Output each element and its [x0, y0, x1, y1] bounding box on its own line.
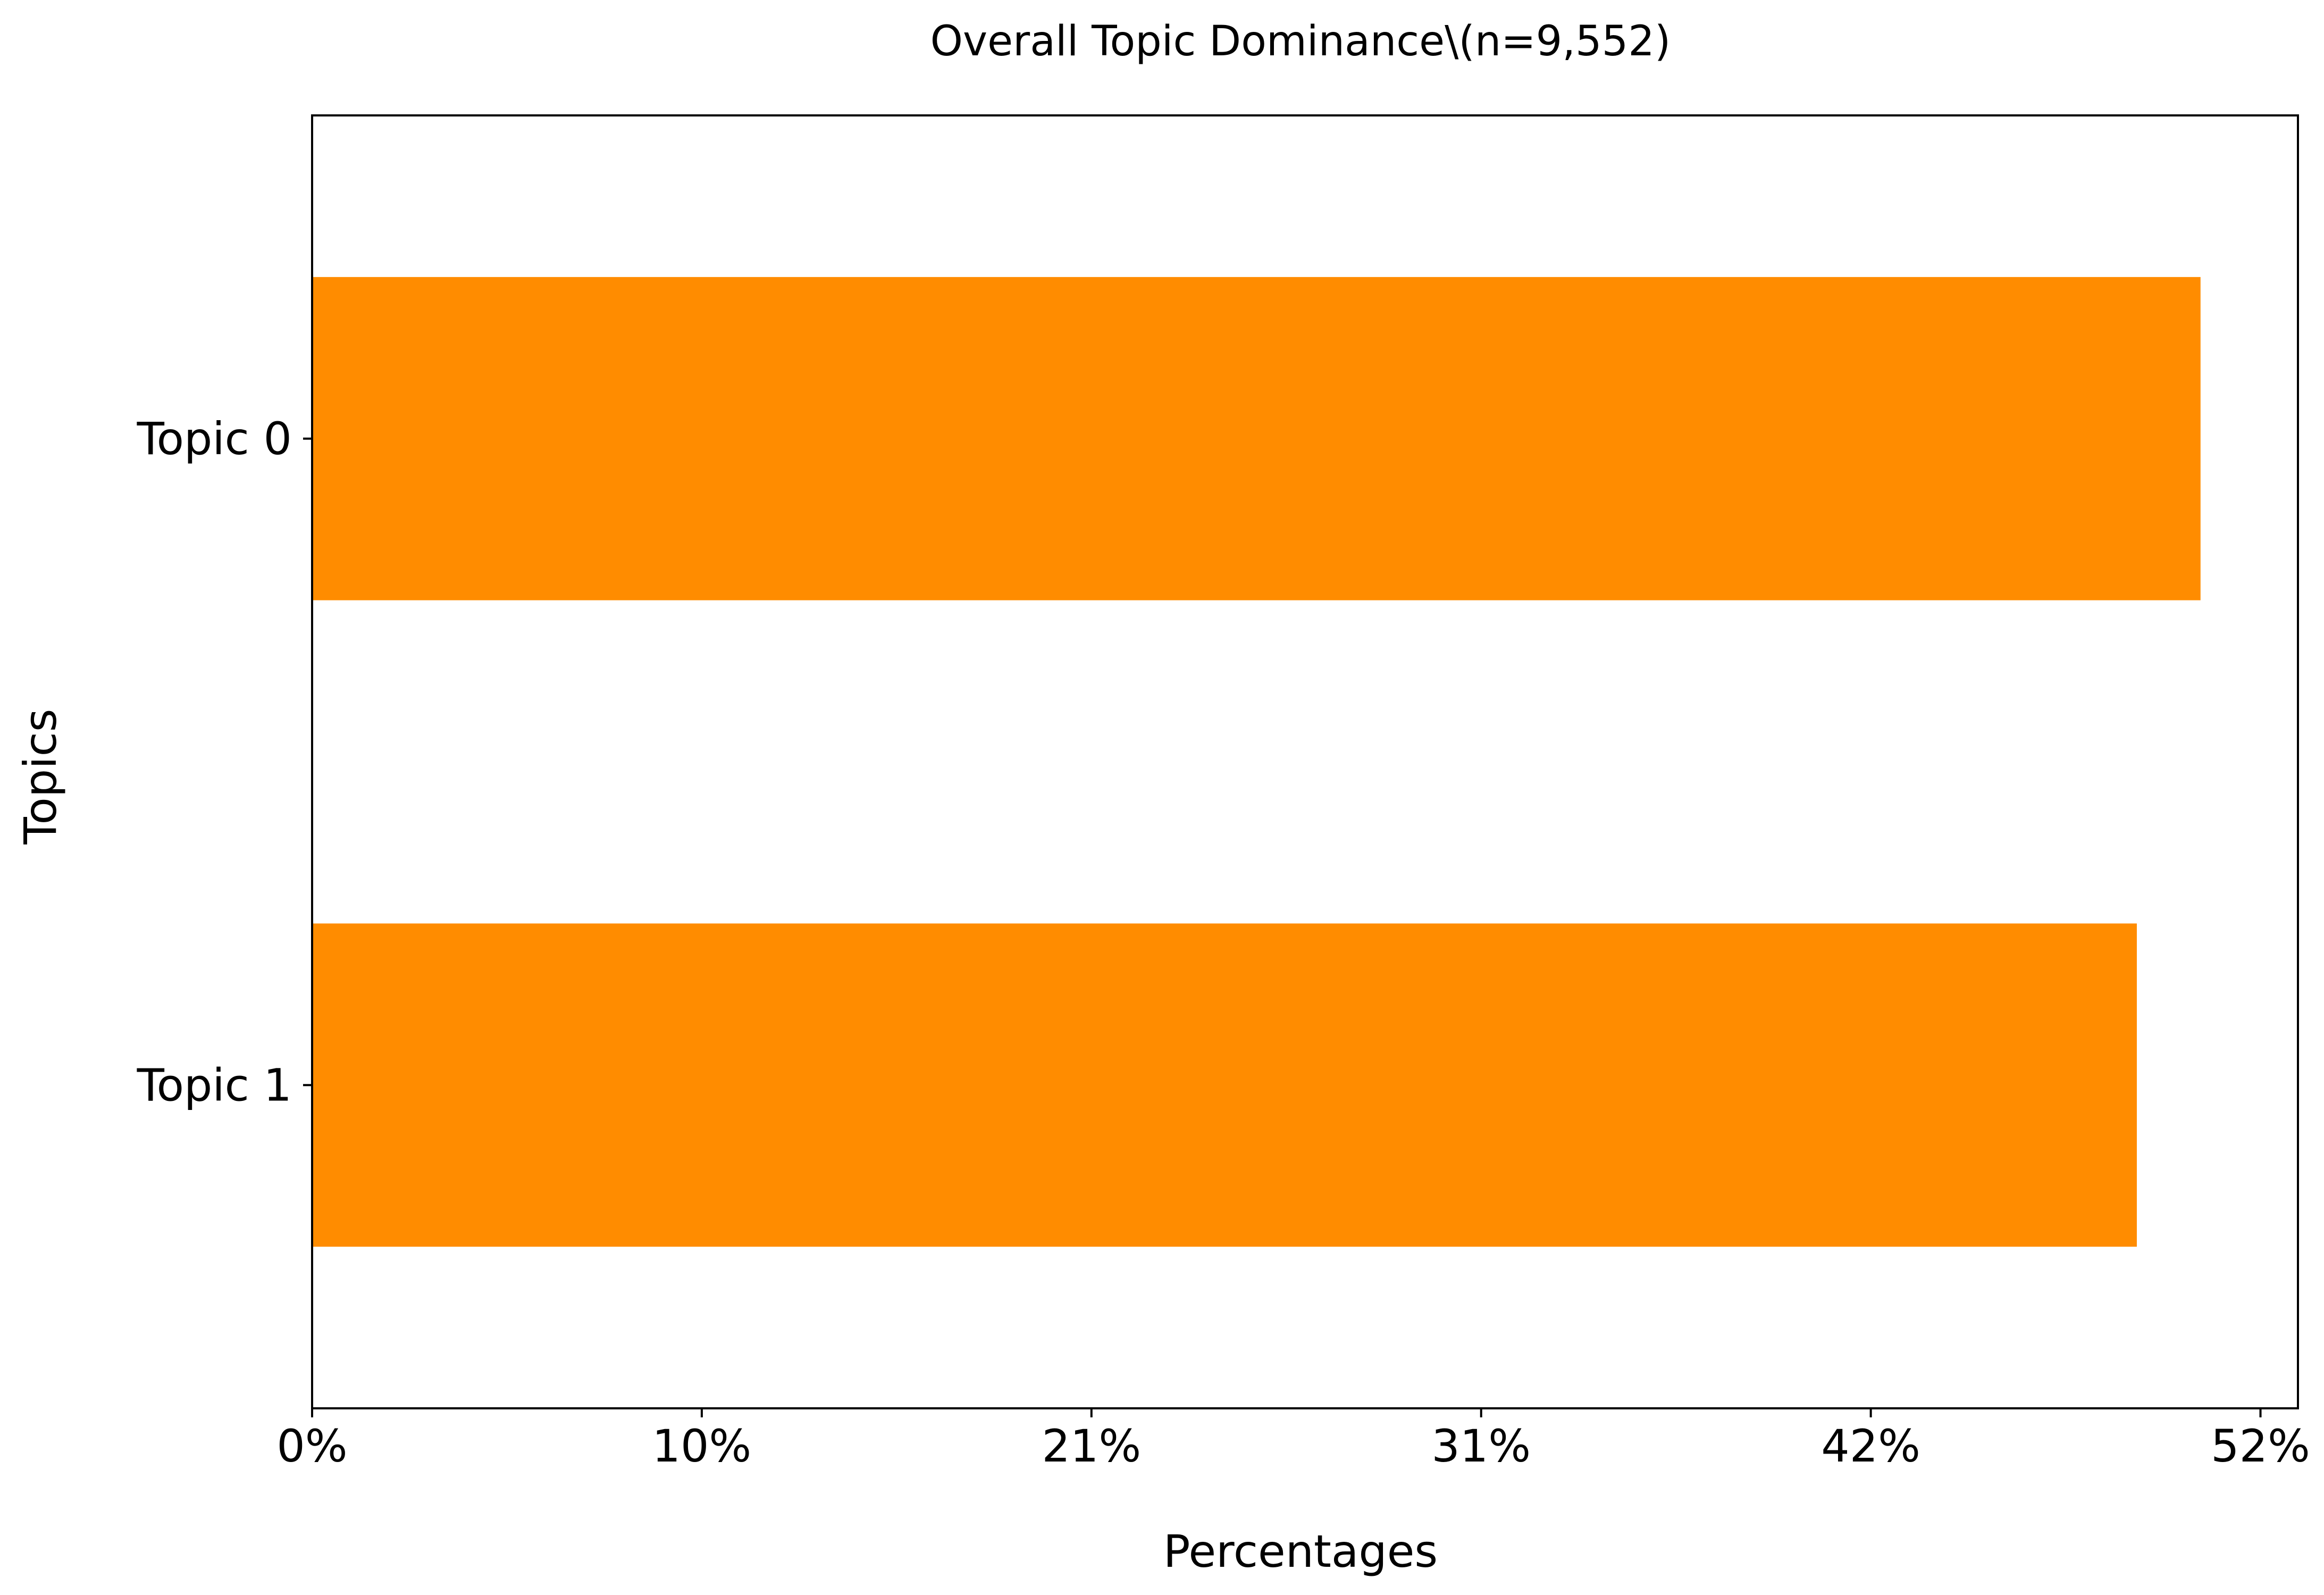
- x-tick-label: 52%: [2211, 1420, 2310, 1472]
- y-tick-label: Topic 0: [137, 413, 292, 465]
- x-tick-label: 0%: [276, 1420, 347, 1472]
- y-axis-label: Topics: [14, 708, 66, 845]
- x-tick-label: 42%: [1821, 1420, 1920, 1472]
- x-tick-label: 10%: [652, 1420, 752, 1472]
- x-axis-ticks: 0% 10% 21% 31% 42% 52%: [276, 1408, 2310, 1472]
- x-axis-label: Percentages: [1163, 1525, 1438, 1577]
- x-tick-label: 21%: [1042, 1420, 1141, 1472]
- bars-group: [312, 277, 2201, 1247]
- chart-title: Overall Topic Dominance\(n=9,552): [930, 18, 1671, 65]
- bar-topic-0: [312, 277, 2201, 600]
- x-tick-label: 31%: [1431, 1420, 1531, 1472]
- y-tick-label: Topic 1: [137, 1059, 292, 1111]
- bar-topic-1: [312, 923, 2137, 1247]
- y-axis-ticks: Topic 0 Topic 1: [137, 413, 312, 1111]
- plot-frame: [311, 114, 2299, 1409]
